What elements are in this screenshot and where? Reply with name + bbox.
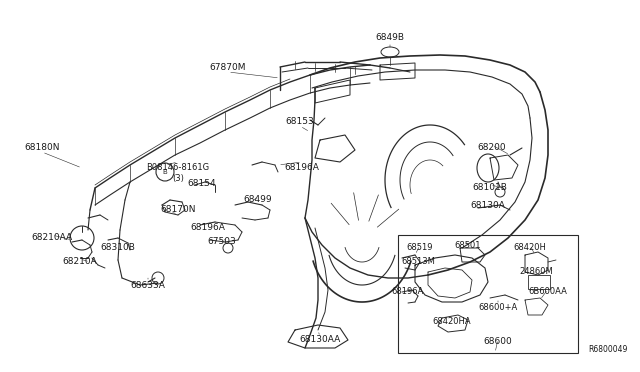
Bar <box>528 275 550 289</box>
Text: 68600: 68600 <box>484 337 513 346</box>
Text: 68170N: 68170N <box>160 205 196 215</box>
Text: 67870M: 67870M <box>210 64 246 73</box>
Text: 68519: 68519 <box>407 244 433 253</box>
Text: 68200: 68200 <box>477 144 506 153</box>
Text: 6849B: 6849B <box>376 33 404 42</box>
Text: 68499: 68499 <box>244 196 272 205</box>
Text: 68130A: 68130A <box>470 201 506 209</box>
Text: 68130AA: 68130AA <box>300 336 340 344</box>
Text: 68154: 68154 <box>188 179 216 187</box>
Text: R6800049: R6800049 <box>588 346 628 355</box>
Text: 24860M: 24860M <box>519 267 553 276</box>
Text: 68633A: 68633A <box>131 280 165 289</box>
Text: 68196A: 68196A <box>285 164 319 173</box>
Text: (3): (3) <box>172 173 184 183</box>
Text: 68310B: 68310B <box>100 244 136 253</box>
Text: B: B <box>163 169 168 175</box>
Bar <box>398 235 578 353</box>
Text: B08146-8161G: B08146-8161G <box>147 164 209 173</box>
Text: 68420H: 68420H <box>513 244 547 253</box>
Text: 68210AA: 68210AA <box>31 234 72 243</box>
Text: 68153: 68153 <box>285 118 314 126</box>
Text: 68101B: 68101B <box>472 183 508 192</box>
Text: 68513M: 68513M <box>401 257 435 266</box>
Text: 68210A: 68210A <box>63 257 97 266</box>
Text: 68600+A: 68600+A <box>478 304 518 312</box>
Text: 68501: 68501 <box>455 241 481 250</box>
Text: 68196A: 68196A <box>191 224 225 232</box>
Text: 68196A: 68196A <box>392 288 424 296</box>
Text: 68180N: 68180N <box>24 144 60 153</box>
Text: 68420HA: 68420HA <box>433 317 471 327</box>
Text: 6B600AA: 6B600AA <box>529 288 568 296</box>
Text: 67503: 67503 <box>207 237 236 247</box>
